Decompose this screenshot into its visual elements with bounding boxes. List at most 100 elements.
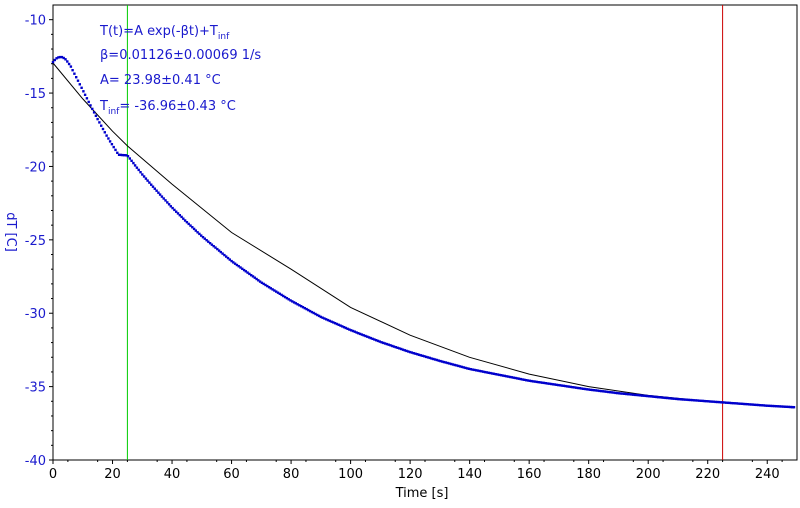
data-point (778, 405, 781, 408)
data-point (226, 256, 230, 260)
data-point (764, 404, 767, 407)
data-point (651, 395, 655, 398)
data-point (167, 203, 171, 206)
data-point (116, 151, 119, 154)
data-point (283, 295, 287, 299)
data-point (526, 379, 530, 382)
x-tick-label: 60 (223, 467, 240, 482)
data-point (305, 307, 308, 311)
data-point (132, 161, 135, 165)
data-point (653, 395, 656, 398)
data-point (553, 383, 556, 386)
x-tick-label: 180 (576, 467, 601, 482)
data-point (642, 394, 646, 397)
data-point (175, 210, 178, 213)
data-point (448, 362, 451, 365)
data-point (428, 356, 431, 360)
y-tick-label: -10 (25, 14, 46, 29)
data-point (562, 384, 565, 387)
data-point (664, 396, 667, 400)
data-point (501, 374, 505, 377)
data-point (330, 320, 333, 323)
data-point (114, 148, 117, 152)
data-point (698, 399, 701, 402)
data-point (353, 330, 356, 333)
data-point (785, 405, 789, 408)
data-point (205, 239, 208, 242)
data-point (671, 397, 674, 400)
data-point (557, 383, 560, 387)
data-point (483, 370, 487, 374)
data-point (532, 380, 535, 383)
data-point (437, 359, 440, 362)
data-point (76, 79, 80, 82)
data-point (251, 275, 255, 278)
data-point (67, 62, 71, 66)
data-point (675, 397, 678, 401)
data-point (564, 384, 567, 388)
data-point (589, 388, 592, 391)
data-point (598, 389, 601, 393)
data-point (442, 360, 446, 364)
y-tick-label: -15 (25, 87, 46, 102)
data-point (566, 385, 569, 388)
data-point (510, 376, 514, 379)
data-point (637, 394, 640, 397)
x-axis-label: Time [s] (395, 486, 449, 501)
data-point (535, 380, 539, 384)
data-point (789, 405, 792, 409)
data-point (539, 381, 542, 384)
data-point (364, 334, 367, 338)
data-point (64, 58, 67, 61)
data-point (221, 252, 224, 255)
fit-model-main: T(t)=A exp(-βt)+T (99, 24, 218, 39)
x-tick-label: 140 (457, 467, 482, 482)
data-point (680, 398, 683, 401)
data-point (673, 397, 676, 400)
data-point (107, 137, 110, 140)
data-point (580, 387, 583, 390)
data-point (166, 201, 169, 204)
data-point (376, 339, 380, 343)
data-point (387, 343, 390, 346)
data-point (700, 399, 703, 402)
data-point (542, 381, 546, 385)
data-point (216, 247, 219, 251)
data-point (92, 111, 96, 114)
data-point (769, 404, 772, 408)
data-point (91, 107, 94, 111)
data-point (350, 329, 353, 332)
data-point (555, 383, 558, 386)
data-point (291, 300, 294, 303)
data-point (96, 117, 99, 121)
data-point (775, 405, 778, 408)
data-point (732, 402, 735, 405)
data-point (341, 325, 344, 328)
data-point (250, 274, 253, 277)
data-point (662, 396, 665, 399)
data-point (71, 69, 74, 72)
data-point (103, 131, 106, 134)
data-point (182, 217, 185, 220)
data-point (625, 392, 628, 396)
data-point (332, 321, 335, 324)
data-point (314, 312, 317, 316)
data-point (783, 405, 787, 408)
data-point (298, 304, 301, 307)
data-point (58, 55, 62, 59)
data-point (585, 388, 589, 391)
data-point (521, 378, 524, 381)
data-point (541, 381, 544, 384)
data-point (739, 402, 742, 405)
data-point (710, 400, 714, 403)
data-point (728, 401, 731, 405)
data-point (208, 242, 212, 245)
data-point (644, 394, 647, 398)
data-point (119, 153, 123, 157)
data-point (500, 374, 503, 377)
x-tick-label: 160 (517, 467, 542, 482)
data-point (66, 60, 69, 63)
data-point (669, 397, 672, 400)
data-point (273, 289, 276, 292)
